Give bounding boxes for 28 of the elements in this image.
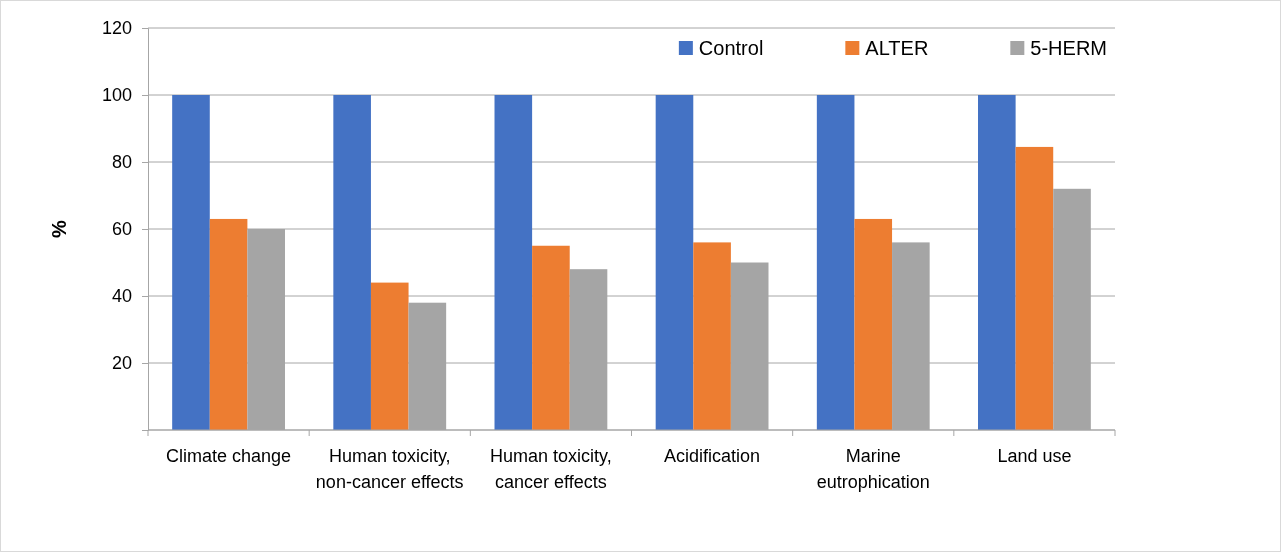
bar bbox=[209, 218, 248, 430]
bar bbox=[816, 95, 855, 430]
x-tick-label: Climate change bbox=[166, 446, 292, 466]
bar bbox=[854, 218, 893, 430]
x-tick-label: Human toxicity, cancer effects bbox=[490, 446, 612, 492]
y-axis-title: % bbox=[48, 219, 70, 238]
bar bbox=[1015, 146, 1054, 430]
x-tick-label: Acidification bbox=[664, 446, 761, 466]
bar bbox=[333, 95, 371, 430]
bar bbox=[655, 95, 694, 430]
bar bbox=[494, 95, 533, 430]
y-tick-label: 20 bbox=[111, 353, 132, 374]
bar bbox=[370, 282, 409, 430]
bar bbox=[693, 242, 731, 430]
x-tick-label: Marine eutrophication bbox=[816, 446, 930, 492]
y-tick-label: 60 bbox=[111, 219, 132, 240]
bar bbox=[532, 245, 570, 430]
legend-label: Control bbox=[698, 37, 764, 59]
x-tick-label: Land use bbox=[997, 446, 1072, 466]
x-tick-label: Human toxicity, non-cancer effects bbox=[315, 446, 464, 492]
legend-label: 5-HERM bbox=[1030, 37, 1107, 59]
legend-label: ALTER bbox=[865, 37, 929, 59]
bar bbox=[978, 95, 1016, 430]
y-tick-label: 40 bbox=[111, 286, 132, 307]
y-tick-label: 120 bbox=[101, 18, 132, 39]
y-tick-label: 100 bbox=[101, 85, 132, 106]
bar bbox=[172, 95, 210, 430]
y-tick-label: 80 bbox=[111, 152, 132, 173]
